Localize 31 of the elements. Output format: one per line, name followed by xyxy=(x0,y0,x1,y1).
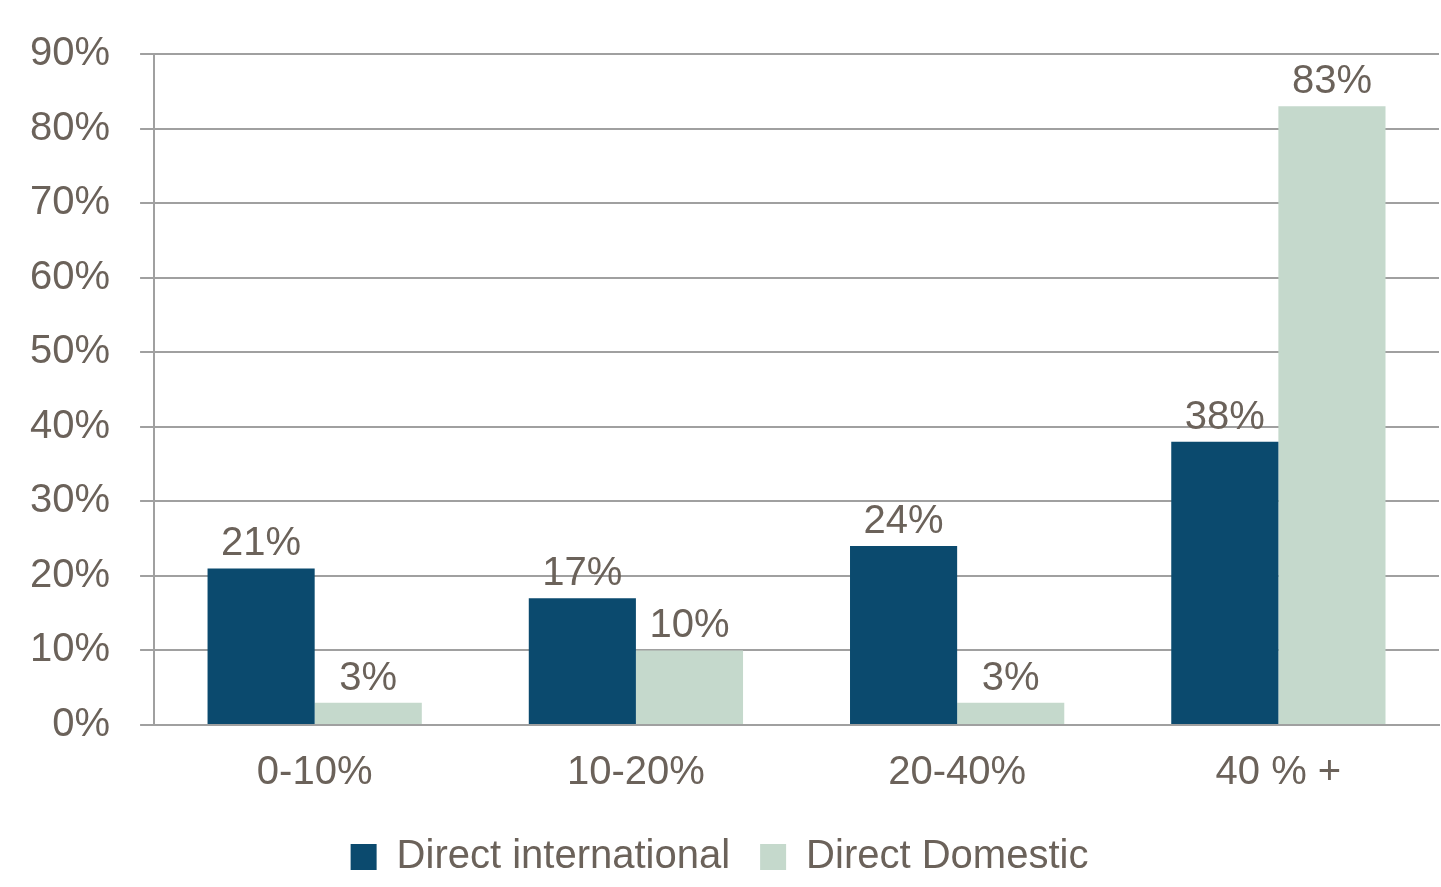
bar xyxy=(957,702,1065,724)
y-tick-label: 0% xyxy=(52,700,111,745)
y-tick-label: 40% xyxy=(30,401,111,446)
bar xyxy=(635,650,744,724)
data-label: 83% xyxy=(1291,57,1372,102)
x-tick-label: 40 % + xyxy=(1215,748,1342,793)
data-label: 38% xyxy=(1184,392,1265,437)
x-tick-label: 10-20% xyxy=(566,748,705,793)
data-label: 21% xyxy=(221,519,302,564)
legend-label: Direct international xyxy=(396,832,731,877)
data-label: 3% xyxy=(981,653,1040,698)
data-label: 24% xyxy=(863,497,944,542)
bar xyxy=(850,546,958,724)
bar xyxy=(1278,106,1386,724)
bar xyxy=(314,702,422,724)
y-tick-label: 50% xyxy=(30,327,111,372)
y-tick-label: 70% xyxy=(30,178,111,223)
y-tick-label: 90% xyxy=(30,29,111,74)
y-tick-label: 20% xyxy=(30,550,111,595)
y-tick-label: 30% xyxy=(30,476,111,521)
x-tick-label: 0-10% xyxy=(256,748,373,793)
bar xyxy=(528,598,636,724)
legend-label: Direct Domestic xyxy=(806,832,1089,877)
data-label: 10% xyxy=(649,601,730,646)
x-tick-label: 20-40% xyxy=(888,748,1027,793)
y-tick-label: 10% xyxy=(30,625,111,670)
bar xyxy=(207,568,315,724)
bar xyxy=(1171,441,1279,724)
data-label: 3% xyxy=(339,653,398,698)
y-tick-label: 60% xyxy=(30,252,111,297)
y-tick-label: 80% xyxy=(30,103,111,148)
